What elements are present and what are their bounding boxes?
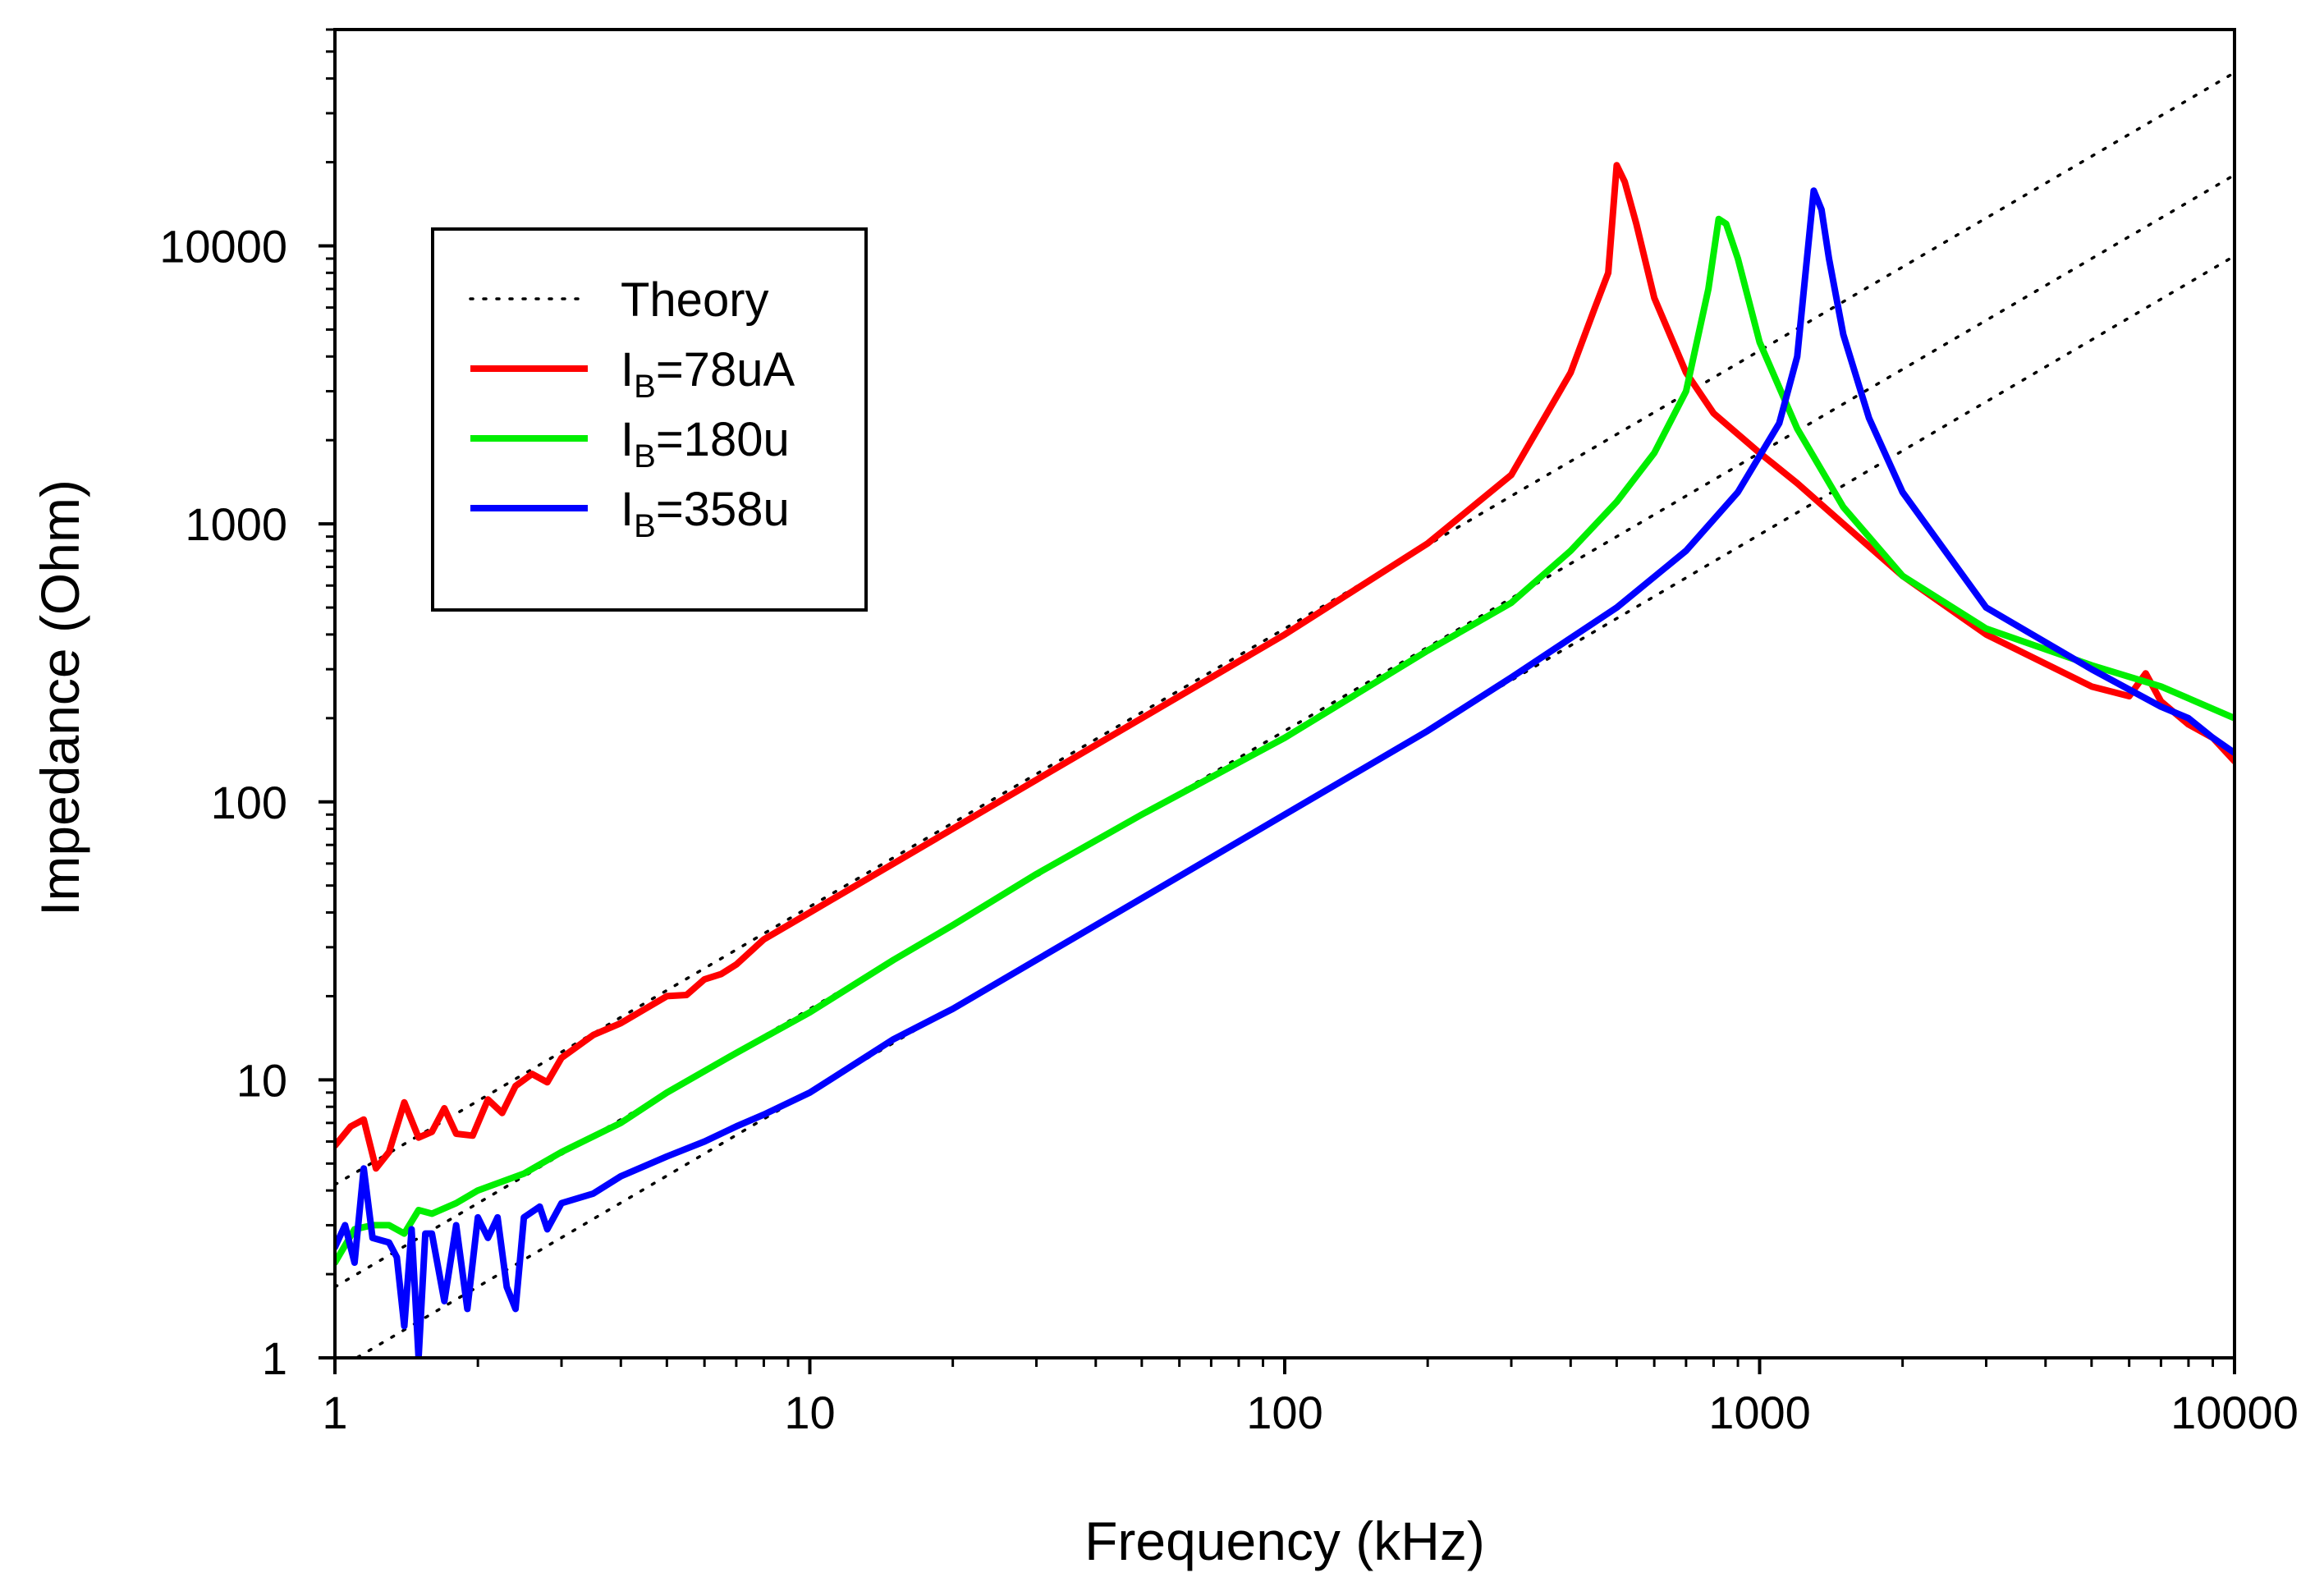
legend-label-theory: Theory [621, 273, 769, 327]
legend: Theory IB=78uA IB=180u IB=358u [431, 227, 868, 612]
x-tick-label: 100 [1246, 1387, 1322, 1438]
ticks-layer: 1 10 100 1000 10000 1 10 100 1000 10000 [159, 28, 2299, 1438]
x-tick-label: 10000 [2170, 1387, 2299, 1438]
x-tick-label: 1 [322, 1387, 347, 1438]
series-line-ib180 [335, 215, 2235, 1266]
x-axis-title: Frequency (kHz) [1084, 1511, 1485, 1571]
y-tick-label: 10 [236, 1054, 287, 1106]
legend-label-ib358: IB=358u [621, 483, 790, 544]
y-tick-label: 100 [211, 777, 287, 828]
series-line-ib78 [335, 162, 2235, 1172]
series-line-theory-3 [353, 254, 2235, 1358]
y-tick-label: 1 [262, 1332, 287, 1384]
series-layer [335, 71, 2235, 1358]
y-tick-label: 1000 [185, 498, 287, 550]
series-line-ib358 [335, 187, 2235, 1358]
x-tick-label: 10 [784, 1387, 835, 1438]
legend-label-ib180: IB=180u [621, 413, 790, 475]
legend-box [431, 227, 868, 612]
y-axis-title: Impedance (Ohm) [30, 479, 90, 916]
legend-label-ib78: IB=78uA [621, 343, 795, 405]
y-tick-label: 10000 [159, 221, 287, 273]
series-line-theory-1 [335, 71, 2235, 1186]
x-tick-label: 1000 [1708, 1387, 1811, 1438]
